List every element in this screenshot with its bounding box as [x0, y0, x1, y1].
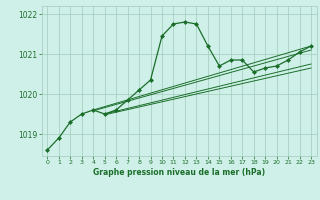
X-axis label: Graphe pression niveau de la mer (hPa): Graphe pression niveau de la mer (hPa): [93, 168, 265, 177]
